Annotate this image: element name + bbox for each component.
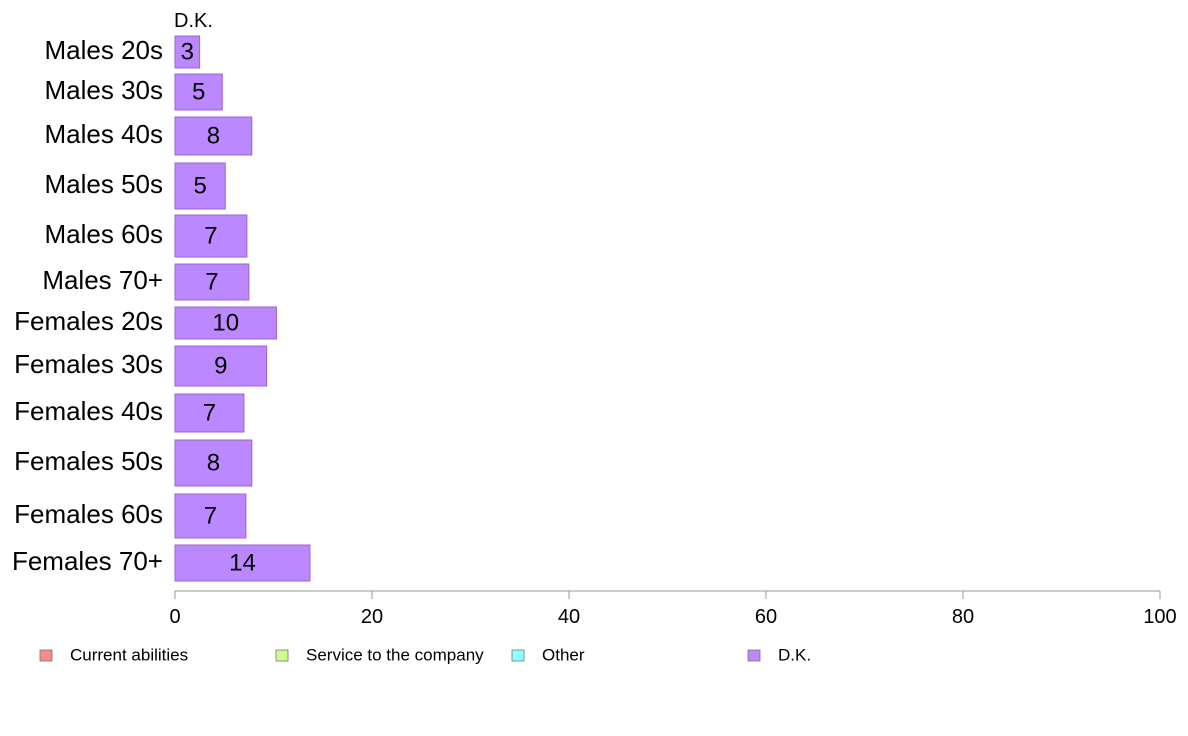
category-label: Females 70+ [12,546,163,576]
value-label: 7 [203,399,216,426]
category-label: Females 50s [14,446,163,476]
category-label: Males 40s [45,119,164,149]
x-axis: 0 20 40 60 80 100 [169,590,1177,628]
value-label: 7 [205,268,218,295]
category-label: Males 60s [45,219,164,249]
bar [174,544,311,582]
bar [174,263,250,301]
bar [174,35,201,69]
legend-swatch [275,649,289,662]
x-tick-label: 0 [169,606,180,628]
bar [174,306,277,340]
bar [174,393,245,433]
bar [174,162,226,210]
legend-swatch [39,649,53,662]
category-label: Females 60s [14,499,163,529]
value-label: 5 [193,172,206,199]
bar [174,73,223,111]
category-label: Males 50s [45,169,164,199]
x-tick-label: 80 [952,606,974,628]
category-label: Females 20s [14,306,163,336]
bar [174,439,253,487]
category-label: Females 40s [14,396,163,426]
legend-label: Service to the company [306,645,484,664]
value-label: 9 [214,352,227,379]
legend-label: Other [542,645,585,664]
bar [174,214,248,258]
x-tick-label: 20 [361,606,383,628]
bar [174,345,268,387]
value-label: 8 [207,449,220,476]
bars-group: Males 20s 3 Males 30s 5 Males 40s 8 Males 50s 5… [12,35,311,582]
series-header-dk: D.K. [174,10,213,32]
value-label: 8 [207,122,220,149]
x-tick-label: 100 [1143,606,1176,628]
legend-swatch [511,649,525,662]
value-label: 7 [204,502,217,529]
value-label: 3 [181,38,194,65]
value-label: 5 [192,78,205,105]
category-label: Males 20s [45,35,164,65]
x-tick-label: 60 [755,606,777,628]
bar [174,493,247,539]
bar [174,116,253,156]
legend: Current abilities Service to the company O… [39,645,811,664]
x-tick-label: 40 [558,606,580,628]
category-label: Males 30s [45,75,164,105]
value-label: 10 [212,309,239,336]
legend-label: Current abilities [70,645,188,664]
legend-label: D.K. [778,645,811,664]
category-label: Females 30s [14,349,163,379]
legend-swatch [747,649,761,662]
category-label: Males 70+ [42,265,163,295]
value-label: 14 [229,549,256,576]
value-label: 7 [204,222,217,249]
